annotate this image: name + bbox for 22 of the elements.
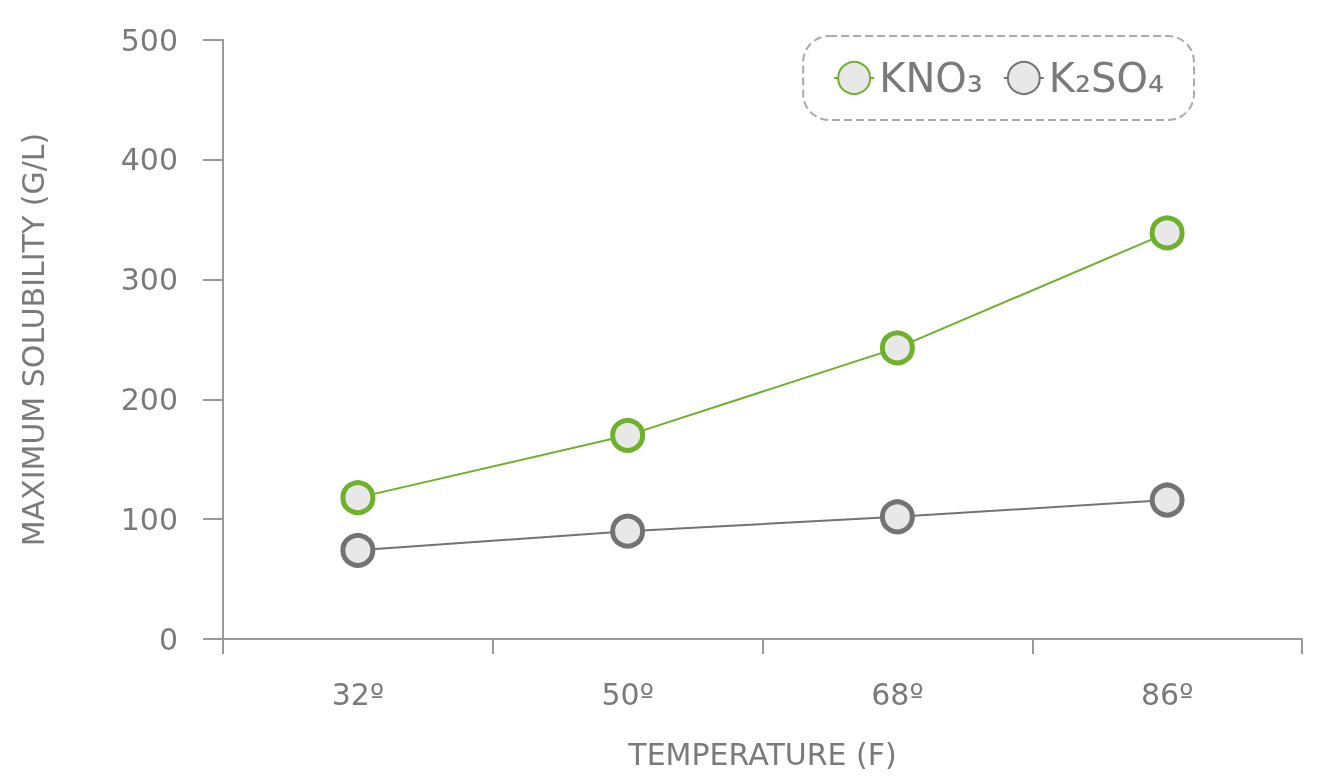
point [879,499,915,535]
point [1149,215,1185,251]
x-tick-label: 50º [601,676,654,712]
y-tick-label: 300 [120,262,178,298]
x-tick-label: 86º [1140,676,1194,712]
y-tick-label: 100 [120,501,178,537]
x-tick-label: 68º [871,676,924,712]
x-axis-title: TEMPERATURE (F) [627,736,897,772]
y-axis-title: MAXIMUM SOLUBILITY (G/L) [15,132,51,547]
point [340,532,376,568]
y-tick-label: 400 [120,142,178,178]
point [340,480,376,516]
legend-label: KNO₃ [879,55,983,101]
x-tick-label: 32º [331,676,385,712]
y-tick-label: 200 [120,381,178,417]
point [610,513,646,549]
point [1149,482,1185,518]
legend-label: K₂SO₄ [1048,55,1165,101]
y-tick-label: 500 [120,22,178,58]
y-tick-label: 0 [158,621,178,657]
point [610,417,646,453]
point [879,330,915,366]
